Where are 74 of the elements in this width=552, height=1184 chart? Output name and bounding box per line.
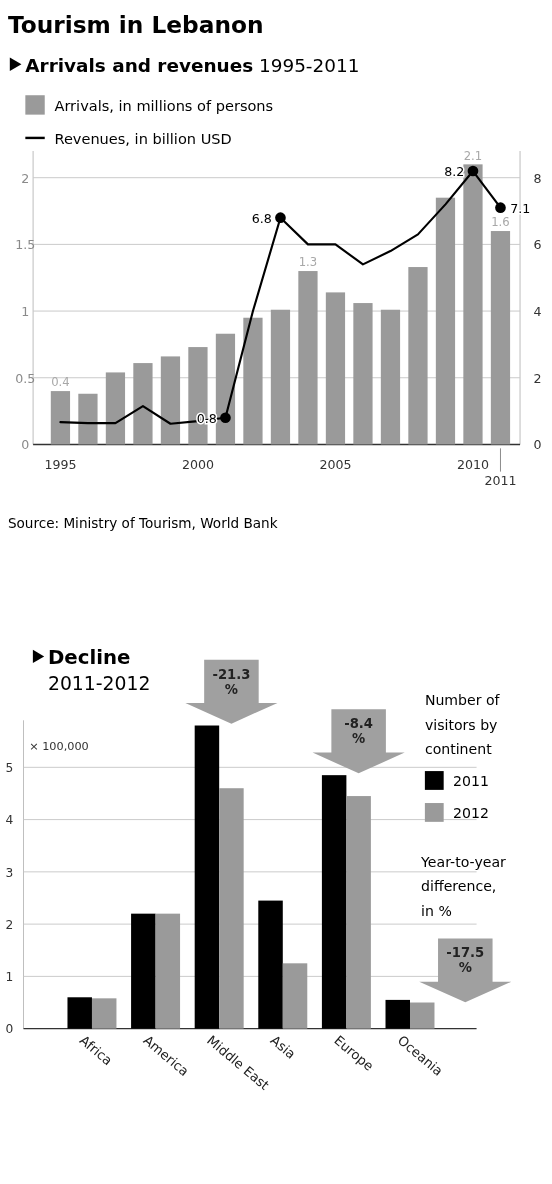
y2-tick-label: 2: [533, 370, 542, 386]
bar: [321, 775, 347, 1029]
text: -21.3 %: [212, 666, 251, 697]
bar: [131, 913, 156, 1029]
bar: [219, 788, 244, 1029]
bar: [463, 164, 483, 445]
x-tick-label: Asia: [267, 1032, 299, 1062]
legend-label: 2011: [453, 773, 489, 790]
bar: [353, 303, 373, 445]
bar: [385, 999, 410, 1029]
y2-tick-label: 8: [533, 170, 542, 186]
data-label: 0.4: [51, 375, 70, 390]
bar: [490, 231, 511, 445]
data-label: 1.3: [298, 255, 318, 270]
bar: [282, 963, 308, 1029]
y-tick-label: 1.5: [15, 237, 36, 253]
y-tick-label: 2: [5, 917, 14, 932]
x-tick-label: 1995: [44, 456, 77, 472]
bar: [91, 998, 117, 1029]
bar: [78, 393, 98, 445]
annotation: -17.5 %: [446, 945, 485, 976]
chart-title: Decline 2011-2012: [47, 645, 151, 695]
chart-title: Tourism in Lebanon: [7, 11, 264, 39]
annotation: Year-to-year difference, in %: [420, 853, 507, 919]
y-tick-label: 2: [21, 170, 30, 186]
bar: [50, 391, 71, 445]
legend-title: Number of visitors by continent: [424, 692, 501, 758]
legend-label: Arrivals, in millions of persons: [54, 96, 274, 114]
data-label: 8.2: [444, 163, 465, 179]
y-tick-label: 0: [5, 1022, 14, 1037]
y-tick-label: 0.5: [15, 370, 36, 386]
bar: [325, 292, 346, 445]
bar: [67, 997, 92, 1029]
y-tick-label: 1: [5, 970, 14, 985]
source-note: Source: Ministry of Tourism, World Bank: [7, 514, 278, 531]
legend-label: Revenues, in billion USD: [54, 129, 232, 147]
data-label: 2.1: [463, 148, 483, 163]
bar: [346, 796, 371, 1029]
bar: [215, 333, 236, 445]
y2-tick-label: 6: [533, 237, 542, 253]
data-label: 6.8: [251, 210, 272, 226]
annotation: -8.4 %: [344, 716, 374, 747]
bar: [435, 197, 456, 445]
chart-subtitle: Arrivals and revenues 1995-2011: [25, 54, 360, 76]
x-tick-label: 2010: [456, 456, 490, 472]
y-tick-label: 5: [5, 761, 14, 776]
x-tick-label: 2005: [319, 456, 352, 472]
y-axis-title: × 100,000: [29, 740, 89, 754]
bar: [155, 913, 181, 1029]
bar: [270, 309, 291, 445]
x-tick-label: 2000: [181, 456, 214, 472]
y-tick-label: 4: [5, 813, 14, 828]
bar: [243, 317, 263, 445]
y2-tick-label: 4: [533, 303, 542, 319]
data-label: 1.6: [491, 215, 510, 230]
point: [220, 412, 231, 424]
y-tick-label: 0: [21, 437, 30, 453]
legend-label: 2012: [453, 805, 489, 822]
bar: [194, 725, 220, 1029]
y-tick-label: 3: [5, 865, 14, 880]
bar: [410, 1002, 435, 1029]
data-label: 7.1: [510, 200, 531, 216]
point: [275, 212, 286, 224]
y2-tick-label: 0: [533, 437, 542, 453]
bar: [298, 271, 318, 445]
bar: [258, 900, 283, 1029]
bar: [380, 309, 401, 445]
bar: [105, 372, 126, 445]
point: [495, 202, 506, 214]
bar: [160, 356, 181, 445]
bar: [408, 267, 428, 445]
bar: [133, 363, 153, 445]
y-tick-label: 1: [21, 303, 30, 319]
point: [467, 165, 479, 177]
